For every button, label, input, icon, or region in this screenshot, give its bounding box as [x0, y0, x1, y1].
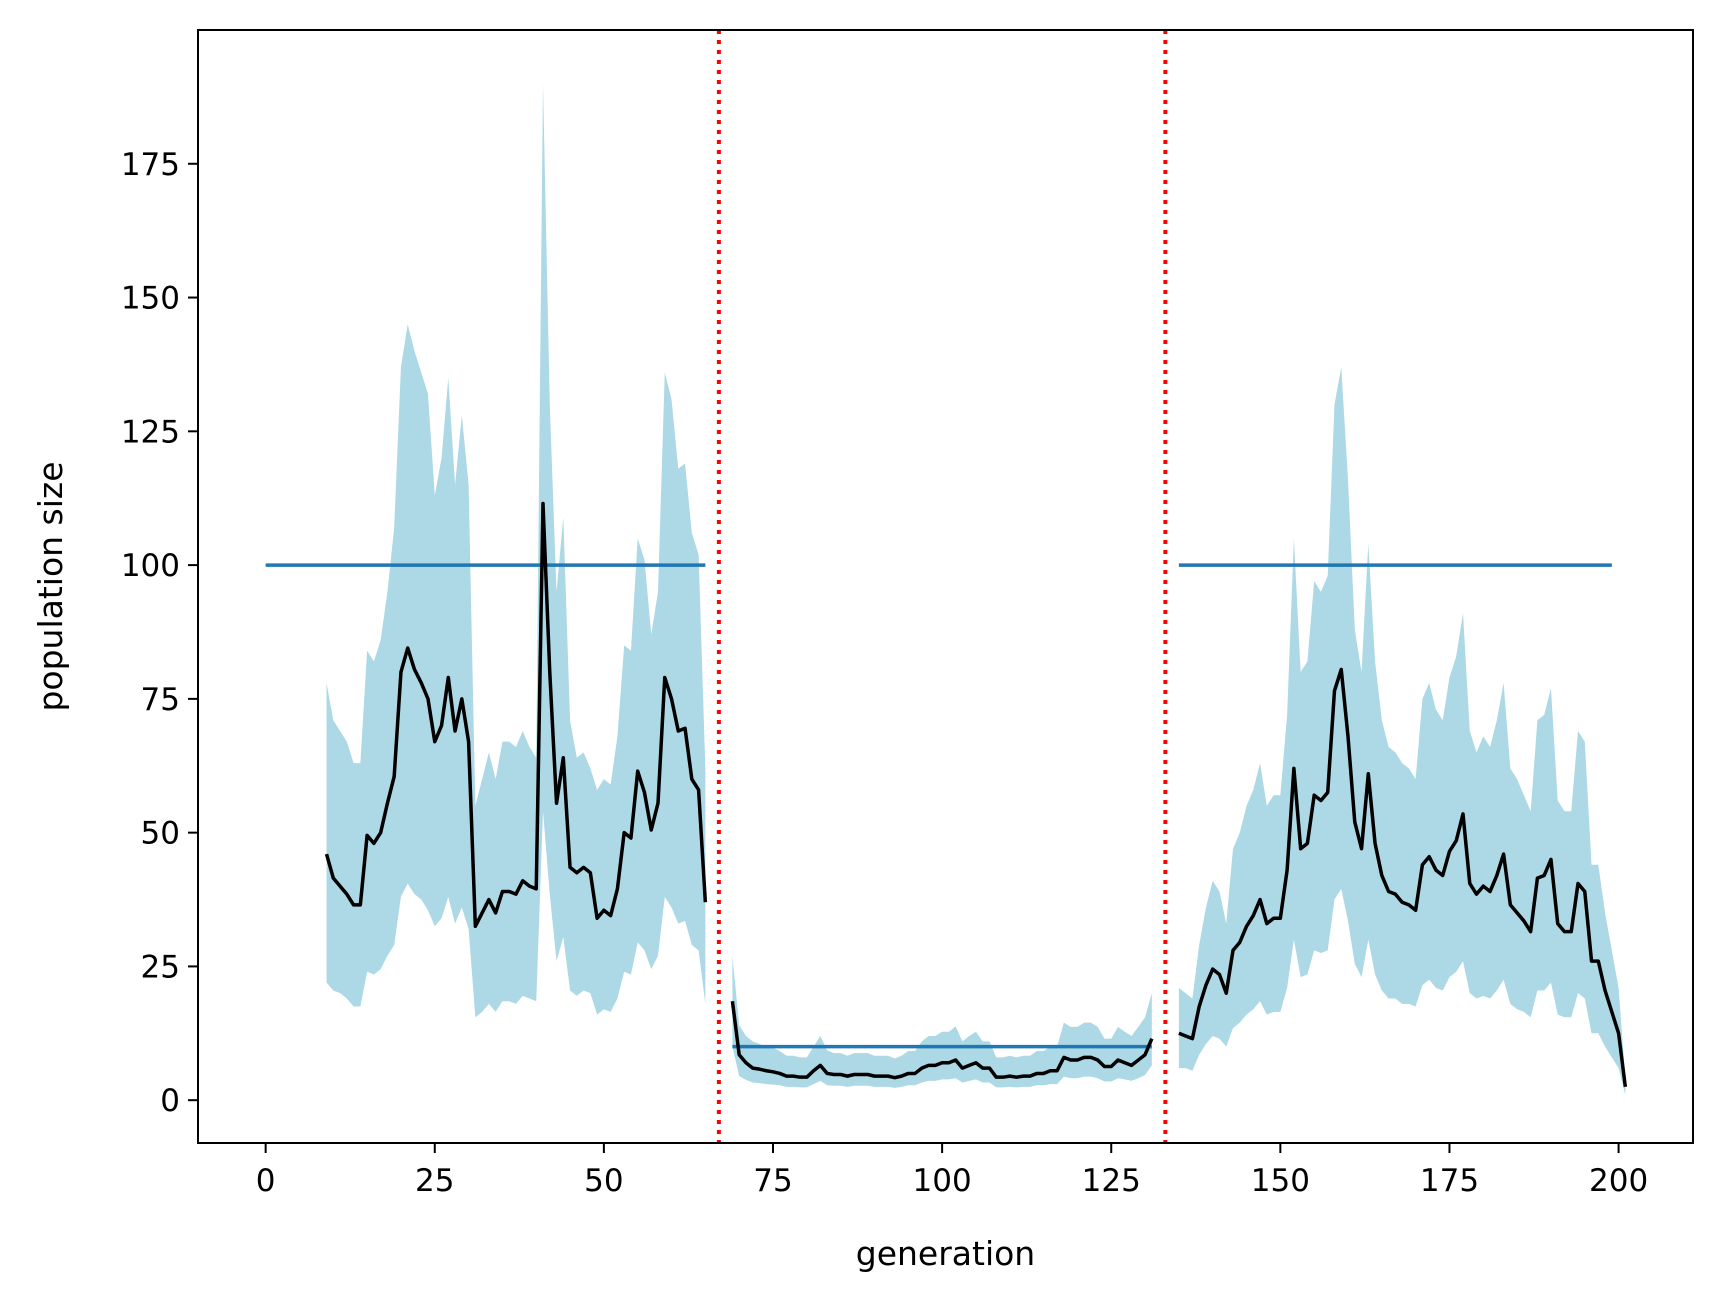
target-lines — [265, 563, 1612, 1049]
y-tick-label: 150 — [121, 281, 180, 317]
mean-line-2 — [730, 1000, 1154, 1080]
x-tick-label: 50 — [584, 1163, 623, 1199]
x-axis-ticks: 0 25 50 75 100 125 150 175 200 — [256, 1143, 1648, 1199]
confidence-band-1 — [326, 83, 706, 1018]
x-tick-label: 125 — [1082, 1163, 1141, 1199]
x-tick-label: 100 — [913, 1163, 972, 1199]
x-tick-label: 200 — [1589, 1163, 1648, 1199]
y-axis-ticks: 0 25 50 75 100 125 150 175 — [121, 147, 198, 1119]
confidence-bands — [326, 83, 1626, 1095]
y-tick-label: 100 — [121, 548, 180, 584]
mean-lines — [324, 501, 1628, 1088]
x-tick-label: 150 — [1251, 1163, 1310, 1199]
mean-line-3 — [1178, 667, 1628, 1088]
x-axis-label: generation — [856, 1234, 1035, 1273]
y-tick-label: 75 — [141, 682, 180, 718]
confidence-band-3 — [1178, 367, 1626, 1095]
y-tick-label: 125 — [121, 414, 180, 450]
mean-line-1 — [324, 501, 708, 929]
x-tick-label: 25 — [415, 1163, 454, 1199]
boundary-lines — [716, 30, 1168, 1143]
confidence-band-2 — [732, 955, 1152, 1088]
y-tick-label: 50 — [141, 816, 180, 852]
x-tick-label: 175 — [1420, 1163, 1479, 1199]
x-tick-label: 0 — [256, 1163, 276, 1199]
x-tick-label: 75 — [753, 1163, 792, 1199]
y-tick-label: 175 — [121, 147, 180, 183]
y-axis-label: population size — [31, 461, 70, 711]
plot-frame — [197, 29, 1694, 1144]
y-tick-label: 0 — [160, 1083, 180, 1119]
y-tick-label: 25 — [141, 949, 180, 985]
